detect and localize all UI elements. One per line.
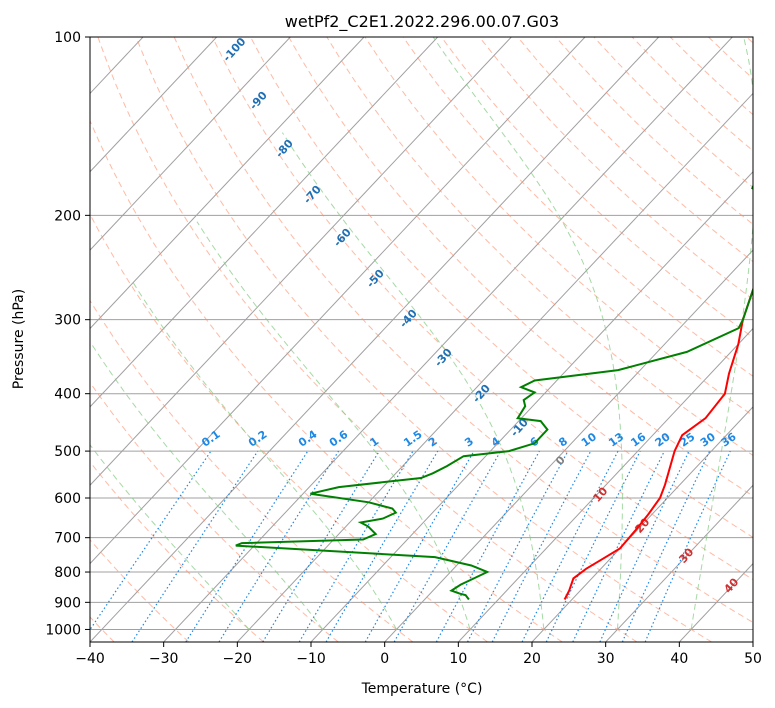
mixing-ratio-line — [435, 450, 540, 642]
isotherm-line — [384, 249, 753, 642]
y-tick-label: 600 — [54, 491, 81, 507]
y-axis-ticks: 100 200 300 400 500 600 700 800 900 1000 — [45, 30, 90, 638]
isotherm-line — [752, 641, 753, 642]
x-tick-label: 50 — [744, 651, 762, 667]
y-tick-label: 300 — [54, 313, 81, 329]
x-tick-label: 10 — [449, 651, 467, 667]
x-tick-label: −30 — [149, 651, 179, 667]
x-tick-label: −40 — [75, 651, 105, 667]
isotherm-line — [90, 37, 291, 251]
dry-adiabat — [326, 37, 753, 457]
dry-adiabat — [97, 37, 638, 642]
dry-adiabat — [250, 37, 753, 538]
mixing-ratio-line — [185, 450, 309, 642]
dry-adiabat — [90, 461, 264, 642]
y-tick-label: 800 — [54, 565, 81, 581]
mixing-ratio-line — [393, 450, 502, 642]
isotherm-line — [163, 37, 733, 642]
mixing-ratio-line — [90, 450, 212, 631]
x-axis-ticks: −40 −30 −20 −10 0 10 20 30 40 50 — [75, 642, 762, 667]
dry-adiabat — [90, 213, 488, 642]
moist-adiabat — [132, 282, 397, 630]
y-tick-label: 1000 — [45, 622, 81, 638]
isotherm-line — [90, 37, 365, 330]
mixing-ratio-line — [131, 450, 259, 642]
x-tick-label: 40 — [670, 651, 688, 667]
isotherm-line — [310, 171, 753, 642]
mixing-ratio-lines — [90, 450, 731, 642]
dry-adiabats — [90, 37, 753, 642]
y-tick-label: 400 — [54, 387, 81, 403]
dry-adiabat — [90, 119, 563, 642]
dewpoint-profile-line — [235, 184, 753, 601]
moist-adiabat — [432, 37, 623, 630]
isotherm-line — [90, 37, 512, 486]
isotherm-line — [90, 37, 439, 408]
y-tick-label: 700 — [54, 531, 81, 547]
mixing-ratio-line — [644, 450, 731, 642]
mixing-ratio-line — [545, 450, 641, 642]
dry-adiabat — [135, 37, 712, 642]
chart-title: wetPf2_C2E1.2022.296.00.07.G03 — [285, 12, 559, 32]
y-tick-label: 100 — [54, 30, 81, 46]
dry-adiabat — [288, 37, 753, 497]
moist-adiabat — [281, 132, 545, 630]
isotherm-line — [457, 327, 753, 642]
x-tick-label: −10 — [296, 651, 326, 667]
dry-adiabat — [173, 37, 753, 624]
moist-adiabat — [90, 340, 324, 630]
mixing-ratio-line — [621, 450, 711, 642]
x-axis-label: Temperature (°C) — [361, 681, 483, 697]
plot-frame — [89, 36, 754, 643]
temperature-profile-line — [563, 286, 753, 600]
dry-adiabat — [211, 37, 753, 581]
x-tick-label: −20 — [223, 651, 253, 667]
profiles — [235, 184, 753, 601]
mixing-ratio-line — [521, 450, 619, 642]
y-tick-label: 200 — [54, 208, 81, 224]
isotherm-line — [605, 484, 753, 642]
plot-area — [90, 37, 753, 642]
x-tick-label: 20 — [523, 651, 541, 667]
isotherm-line — [90, 37, 218, 173]
y-axis-label: Pressure (hPa) — [11, 289, 27, 389]
y-tick-label: 500 — [54, 444, 81, 460]
isotherm-line — [90, 37, 586, 565]
moist-adiabat — [690, 37, 753, 630]
x-tick-label: 30 — [597, 651, 615, 667]
dry-adiabat — [90, 299, 414, 642]
y-tick-label: 900 — [54, 595, 81, 611]
x-tick-label: 0 — [380, 651, 389, 667]
mixing-ratio-line — [262, 450, 380, 642]
dry-adiabat — [90, 539, 190, 642]
isotherm-line — [90, 37, 660, 642]
